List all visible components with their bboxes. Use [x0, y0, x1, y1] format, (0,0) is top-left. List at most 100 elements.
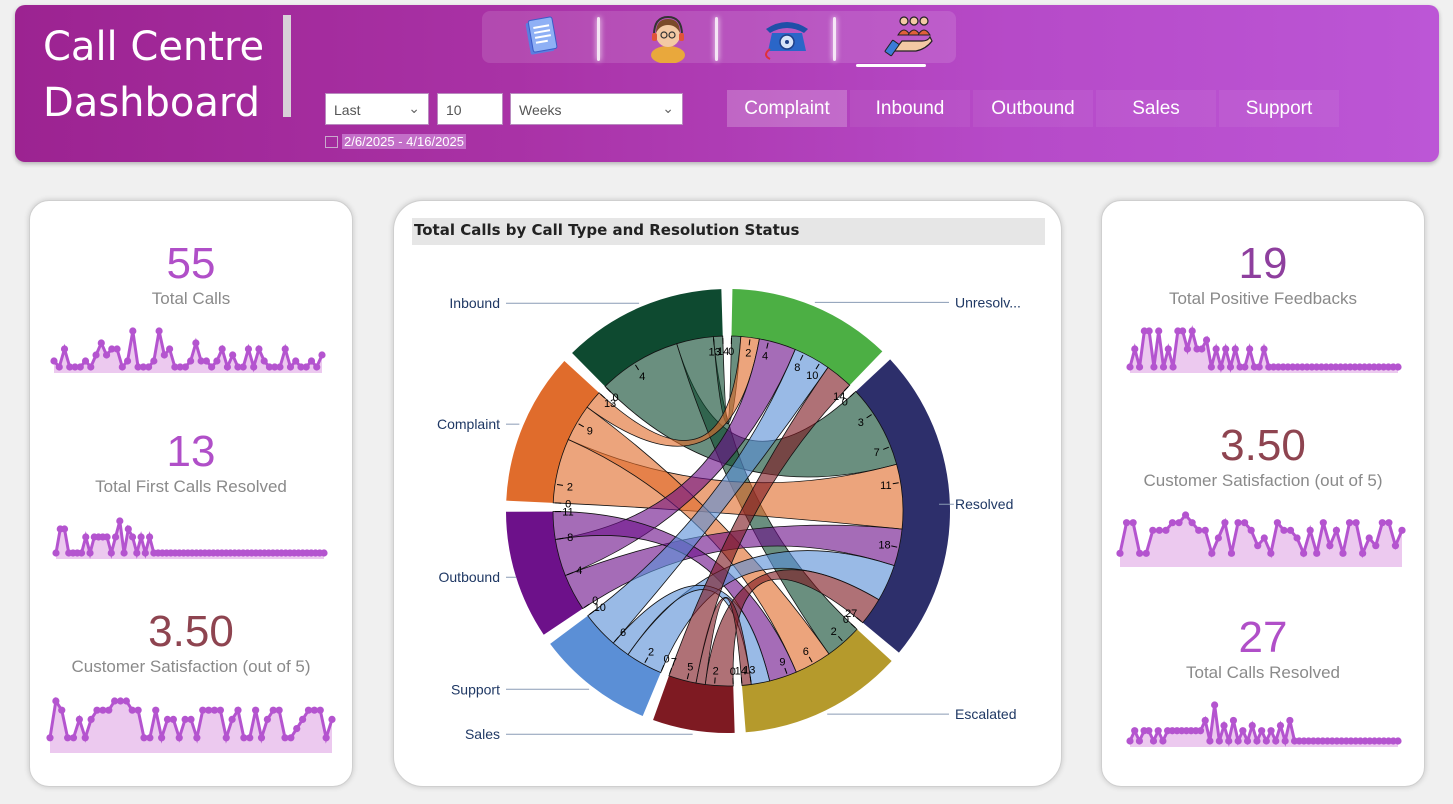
sparkline-point — [140, 734, 148, 742]
sparkline-point — [1352, 519, 1360, 527]
sparkline-point — [1202, 336, 1211, 344]
chord-tick-label: 4 — [762, 350, 768, 362]
nav-team-button[interactable] — [836, 11, 954, 67]
sparkline-point — [46, 734, 54, 742]
sparkline-point — [50, 357, 58, 365]
sparkline-point — [1122, 519, 1131, 527]
chord-group-label: Sales — [465, 726, 500, 742]
chord-tick — [589, 610, 595, 615]
period-count-input[interactable]: 10 — [437, 93, 503, 125]
chord-tick — [567, 572, 573, 576]
chord-tick-label: 7 — [671, 657, 677, 669]
chord-group-label: Outbound — [439, 569, 501, 585]
sparkline-point — [175, 734, 183, 742]
sparkline-point — [1319, 519, 1327, 527]
sparkline-point — [239, 363, 247, 371]
sparkline-point — [1195, 526, 1203, 534]
chord-tick-label: 27 — [845, 608, 857, 620]
chord-tick-label: 3 — [858, 417, 864, 429]
sparkline-area — [1130, 705, 1398, 747]
chord-tick-label: 8 — [567, 532, 573, 544]
chord-group-arc[interactable] — [653, 675, 735, 733]
positive-feedbacks-value: 19 — [1238, 239, 1288, 288]
chord-tick — [614, 636, 619, 642]
sparkline-point — [228, 715, 236, 723]
sparkline-point — [1149, 526, 1157, 534]
chord-tick — [891, 545, 898, 548]
sparkline-point — [234, 363, 242, 371]
chord-group-label: Resolved — [955, 496, 1013, 512]
first-calls-resolved-value: 13 — [166, 427, 216, 476]
nav-agent-button[interactable] — [600, 11, 718, 64]
sparkline-point — [310, 706, 318, 714]
chord-ribbon[interactable] — [704, 569, 880, 687]
tab-sales[interactable]: Sales — [1096, 90, 1216, 127]
sparkline-point — [1243, 737, 1252, 745]
chord-ribbon[interactable] — [668, 366, 851, 684]
sparkline-point — [69, 734, 78, 742]
chord-ribbon[interactable] — [587, 348, 829, 644]
chord-tick — [606, 387, 612, 393]
sparkline-point — [1260, 534, 1268, 542]
chord-chart[interactable]: 0 2 48101403711182702691314025702610048110… — [394, 251, 1063, 786]
sparkline-point — [307, 357, 316, 365]
sparkline-point — [193, 734, 201, 742]
chord-ribbon[interactable] — [586, 336, 760, 447]
sparkline-point — [1332, 526, 1341, 534]
sparkline-point — [171, 363, 179, 371]
left-kpi-panel: 55 Total Calls 13 Total First Calls Reso… — [29, 200, 353, 787]
chord-group-arc[interactable] — [550, 615, 661, 716]
chord-tick-label: 0 — [728, 346, 734, 358]
sparkline-point — [286, 363, 295, 371]
sparkline-point — [60, 345, 69, 353]
sparkline-point — [1164, 345, 1172, 353]
nav-telephone-button[interactable] — [718, 11, 836, 63]
period-mode-dropdown[interactable]: Last ⌄ — [325, 93, 429, 125]
sparkline-point — [1201, 716, 1209, 725]
sparkline-point — [1154, 727, 1162, 735]
sparkline-point — [155, 327, 163, 335]
sparkline-point — [120, 549, 128, 557]
tab-outbound[interactable]: Outbound — [973, 90, 1093, 127]
chord-tick — [837, 636, 843, 642]
sparkline-point — [265, 363, 274, 371]
chord-tick — [669, 668, 673, 675]
sparkline-point — [1286, 716, 1294, 725]
sparkline-point — [64, 734, 72, 742]
telephone-icon — [765, 22, 808, 60]
date-range-display[interactable]: 2/6/2025 - 4/16/2025 — [325, 134, 466, 154]
sparkline-point — [160, 351, 168, 359]
sparkline-point — [158, 734, 166, 742]
chord-ribbon[interactable] — [564, 524, 903, 610]
sparkline-point — [297, 363, 305, 371]
nav-report-button[interactable] — [482, 11, 600, 63]
chord-group-arc[interactable] — [506, 360, 600, 503]
chord-ribbon[interactable] — [612, 585, 771, 685]
chord-group-arc[interactable] — [731, 289, 883, 386]
right-satisfaction-label: Customer Satisfaction (out of 5) — [1143, 471, 1383, 490]
sparkline-point — [166, 345, 174, 353]
chord-group-arc[interactable] — [572, 289, 723, 387]
chord-group-label: Escalated — [955, 706, 1016, 722]
sparkline-point — [113, 345, 121, 353]
chord-tick — [883, 446, 889, 450]
sparkline-point — [1255, 363, 1263, 371]
tab-complaint[interactable]: Complaint — [727, 90, 847, 127]
chord-tick-label: 0 — [613, 392, 619, 404]
sparkline-point — [316, 706, 324, 714]
right-kpi-panel: 19 Total Positive Feedbacks 3.50 Custome… — [1101, 200, 1425, 787]
chord-group-arc[interactable] — [506, 511, 583, 635]
period-unit-dropdown[interactable]: Weeks ⌄ — [510, 93, 683, 125]
sparkline-point — [210, 706, 219, 714]
chord-ribbon[interactable] — [567, 406, 830, 673]
sparkline-point — [1162, 526, 1170, 534]
sparkline-point — [1168, 519, 1177, 527]
sparkline-point — [116, 517, 124, 525]
tab-support[interactable]: Support — [1219, 90, 1339, 127]
chord-group-arc[interactable] — [855, 359, 951, 653]
tab-inbound[interactable]: Inbound — [850, 90, 970, 127]
sparkline-point — [1212, 345, 1220, 353]
sparkline-point — [81, 357, 90, 365]
chord-group-label: Support — [451, 681, 500, 697]
chord-group-arc[interactable] — [741, 629, 892, 733]
